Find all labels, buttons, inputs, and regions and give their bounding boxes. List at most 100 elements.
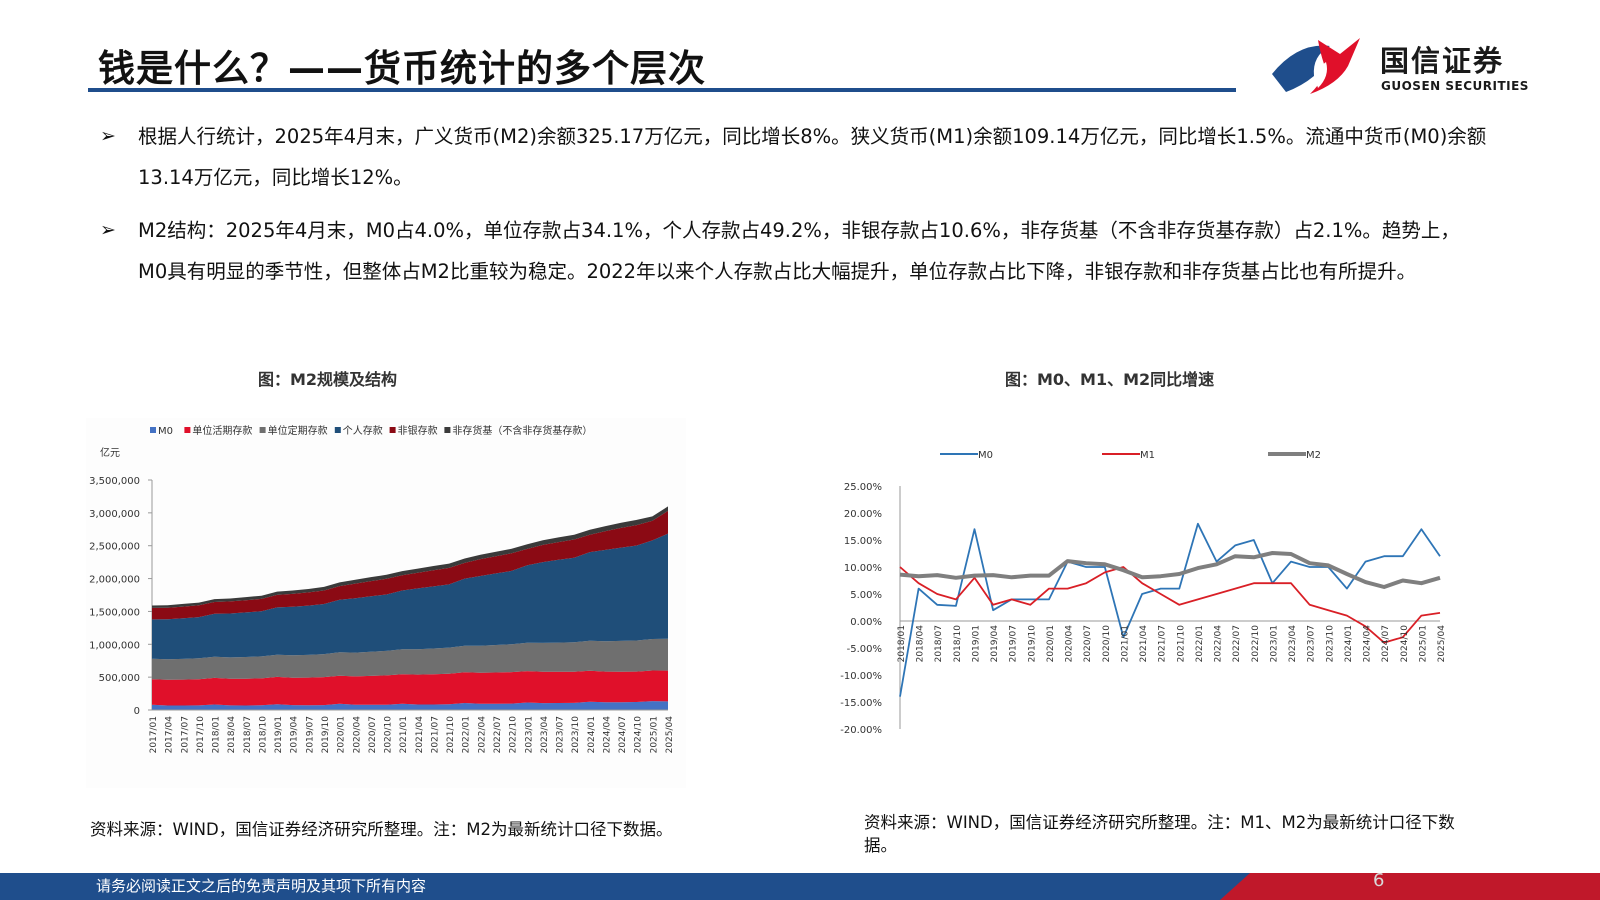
legend-swatch	[389, 427, 396, 433]
x-tick-label: 2019/01	[971, 625, 981, 662]
money-growth-chart-svg: M0 M1 M2 -20.00% -15.00% -10.00% -5.00% 0.00% 5.…	[840, 450, 1447, 736]
logo-english-name: GUOSEN SECURITIES	[1381, 79, 1529, 93]
y-tick-label: 0	[134, 706, 140, 717]
y-tick-label: 2,500,000	[89, 542, 140, 553]
title-underline	[88, 88, 1236, 92]
y-tick-label: 25.00%	[844, 482, 882, 493]
x-tick-label: 2025/01	[649, 716, 659, 753]
y-tick-label: -15.00%	[840, 698, 882, 709]
bullet-item: ➢ M2结构：2025年4月末，M0占4.0%，单位存款占34.1%，个人存款占…	[98, 210, 1488, 292]
x-tick-label: 2020/10	[384, 716, 394, 754]
x-tick-label: 2018/01	[212, 716, 222, 753]
x-tick-label: 2018/01	[897, 625, 907, 662]
arrow-right-icon: ➢	[100, 219, 116, 241]
x-tick-label: 2021/04	[415, 716, 425, 754]
x-tick-label: 2022/04	[477, 716, 487, 754]
logo-chinese-name: 国信证券	[1380, 44, 1505, 78]
area-series	[152, 701, 668, 710]
x-tick-label: 2019/07	[1009, 625, 1019, 662]
x-tick-label: 2021/10	[1176, 625, 1186, 663]
x-tick-label: 2020/01	[1046, 625, 1056, 662]
x-tick-label: 2023/04	[540, 716, 550, 754]
x-tick-label: 2025/04	[1437, 625, 1447, 663]
x-tick-label: 2022/10	[1251, 625, 1261, 663]
disclaimer-text: 请务必阅读正文之后的免责声明及其项下所有内容	[96, 877, 427, 895]
x-tick-label: 2019/07	[305, 716, 315, 753]
x-tick-label: 2024/01	[1344, 625, 1354, 662]
arrow-right-icon: ➢	[100, 125, 116, 147]
y-tick-label: 1,500,000	[89, 607, 140, 618]
x-tick-label: 2021/01	[399, 716, 409, 753]
y-tick-label: 15.00%	[844, 536, 882, 547]
area-series	[152, 510, 668, 620]
x-tick-label: 2021/10	[446, 716, 456, 754]
x-tick-label: 2022/01	[462, 716, 472, 753]
bullet-item: ➢ 根据人行统计，2025年4月末，广义货币(M2)余额325.17万亿元，同比…	[98, 116, 1488, 198]
x-tick-label: 2019/10	[1027, 625, 1037, 663]
x-tick-label: 2023/01	[524, 716, 534, 753]
x-tick-label: 2023/10	[1325, 625, 1335, 663]
company-logo: 国信证券 GUOSEN SECURITIES	[1268, 36, 1568, 98]
x-tick-label: 2021/01	[1120, 625, 1130, 662]
bullet-text: 根据人行统计，2025年4月末，广义货币(M2)余额325.17万亿元，同比增长…	[138, 125, 1487, 189]
x-tick-label: 2023/04	[1288, 625, 1298, 663]
x-tick-label: 2024/10	[634, 716, 644, 754]
x-tick-label: 2024/04	[1363, 625, 1373, 663]
y-tick-label: 10.00%	[844, 563, 882, 574]
legend-label: M2	[1306, 450, 1321, 461]
legend-swatch	[259, 427, 266, 433]
guosen-logo-icon	[1272, 38, 1360, 94]
chart-title-right: 图：M0、M1、M2同比增速	[1005, 370, 1215, 389]
legend-swatch	[334, 427, 341, 433]
x-tick-label: 2018/10	[258, 716, 268, 754]
line-series	[899, 522, 1441, 697]
x-tick-label: 2021/07	[430, 716, 440, 753]
x-tick-label: 2024/01	[587, 716, 597, 753]
legend-label: 单位定期存款	[268, 424, 328, 437]
legend-swatch	[444, 427, 451, 433]
footer-accent	[1220, 873, 1600, 900]
x-tick-label: 2024/04	[602, 716, 612, 754]
legend-label: M0	[978, 450, 993, 461]
page-title: 钱是什么？——货币统计的多个层次	[98, 47, 706, 90]
x-tick-label: 2017/10	[196, 716, 206, 754]
y-tick-label: 3,500,000	[89, 476, 140, 487]
x-tick-label: 2023/10	[571, 716, 581, 754]
legend-label: 个人存款	[343, 424, 383, 437]
x-tick-label: 2020/04	[1065, 625, 1075, 663]
y-tick-label: -5.00%	[847, 644, 882, 655]
x-tick-label: 2020/10	[1102, 625, 1112, 663]
x-tick-label: 2019/10	[321, 716, 331, 754]
y-tick-label: -20.00%	[840, 725, 882, 736]
source-note-right: 资料来源：WIND，国信证券经济研究所整理。注：M1、M2为最新统计口径下数据。	[864, 813, 1455, 855]
x-tick-label: 2017/01	[149, 716, 159, 753]
x-tick-label: 2025/01	[1418, 625, 1428, 662]
x-tick-label: 2018/04	[227, 716, 237, 754]
x-tick-label: 2024/07	[618, 716, 628, 753]
y-tick-label: 0.00%	[850, 617, 882, 628]
line-series	[899, 551, 1441, 589]
x-tick-label: 2023/01	[1269, 625, 1279, 662]
y-tick-label: -10.00%	[840, 671, 882, 682]
legend-label: 单位活期存款	[192, 424, 252, 437]
x-tick-label: 2019/04	[990, 625, 1000, 663]
y-axis-unit: 亿元	[100, 446, 120, 459]
x-tick-label: 2022/07	[1232, 625, 1242, 662]
x-tick-label: 2022/01	[1195, 625, 1205, 662]
bullet-text: M2结构：2025年4月末，M0占4.0%，单位存款占34.1%，个人存款占49…	[138, 219, 1460, 283]
line-series	[899, 566, 1441, 644]
source-note-left: 资料来源：WIND，国信证券经济研究所整理。注：M2为最新统计口径下数据。	[90, 820, 673, 839]
x-tick-label: 2021/04	[1139, 625, 1149, 663]
y-tick-label: 20.00%	[844, 509, 882, 520]
legend-label: M0	[158, 426, 173, 437]
y-tick-label: 2,000,000	[89, 575, 140, 586]
x-tick-label: 2020/07	[1083, 625, 1093, 662]
x-tick-label: 2017/04	[165, 716, 175, 754]
y-tick-label: 500,000	[99, 673, 140, 684]
x-tick-label: 2022/10	[509, 716, 519, 754]
chart-title-left: 图：M2规模及结构	[258, 370, 398, 389]
x-tick-label: 2017/07	[180, 716, 190, 753]
x-tick-label: 2020/07	[368, 716, 378, 753]
legend-swatch	[184, 427, 191, 433]
x-tick-label: 2024/07	[1381, 625, 1391, 662]
